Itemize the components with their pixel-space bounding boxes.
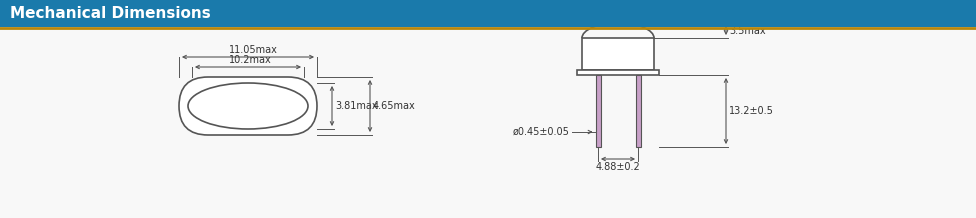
Text: Mechanical Dimensions: Mechanical Dimensions	[10, 6, 211, 21]
Text: 10.2max: 10.2max	[228, 55, 271, 65]
Ellipse shape	[188, 83, 308, 129]
Text: ø0.45±0.05: ø0.45±0.05	[513, 127, 570, 137]
Bar	[635, 75, 640, 147]
Text: 4.65max: 4.65max	[373, 101, 416, 111]
Bar	[582, 38, 654, 70]
Bar	[0, 0, 976, 27]
Text: 13.2±0.5: 13.2±0.5	[729, 106, 774, 116]
Bar	[577, 70, 659, 75]
Bar	[595, 75, 600, 147]
FancyBboxPatch shape	[179, 77, 317, 135]
Text: 11.05max: 11.05max	[228, 45, 277, 55]
Text: 3.81max: 3.81max	[335, 101, 378, 111]
Text: 4.88±0.2: 4.88±0.2	[595, 162, 640, 172]
Text: 3.5max: 3.5max	[729, 26, 765, 36]
